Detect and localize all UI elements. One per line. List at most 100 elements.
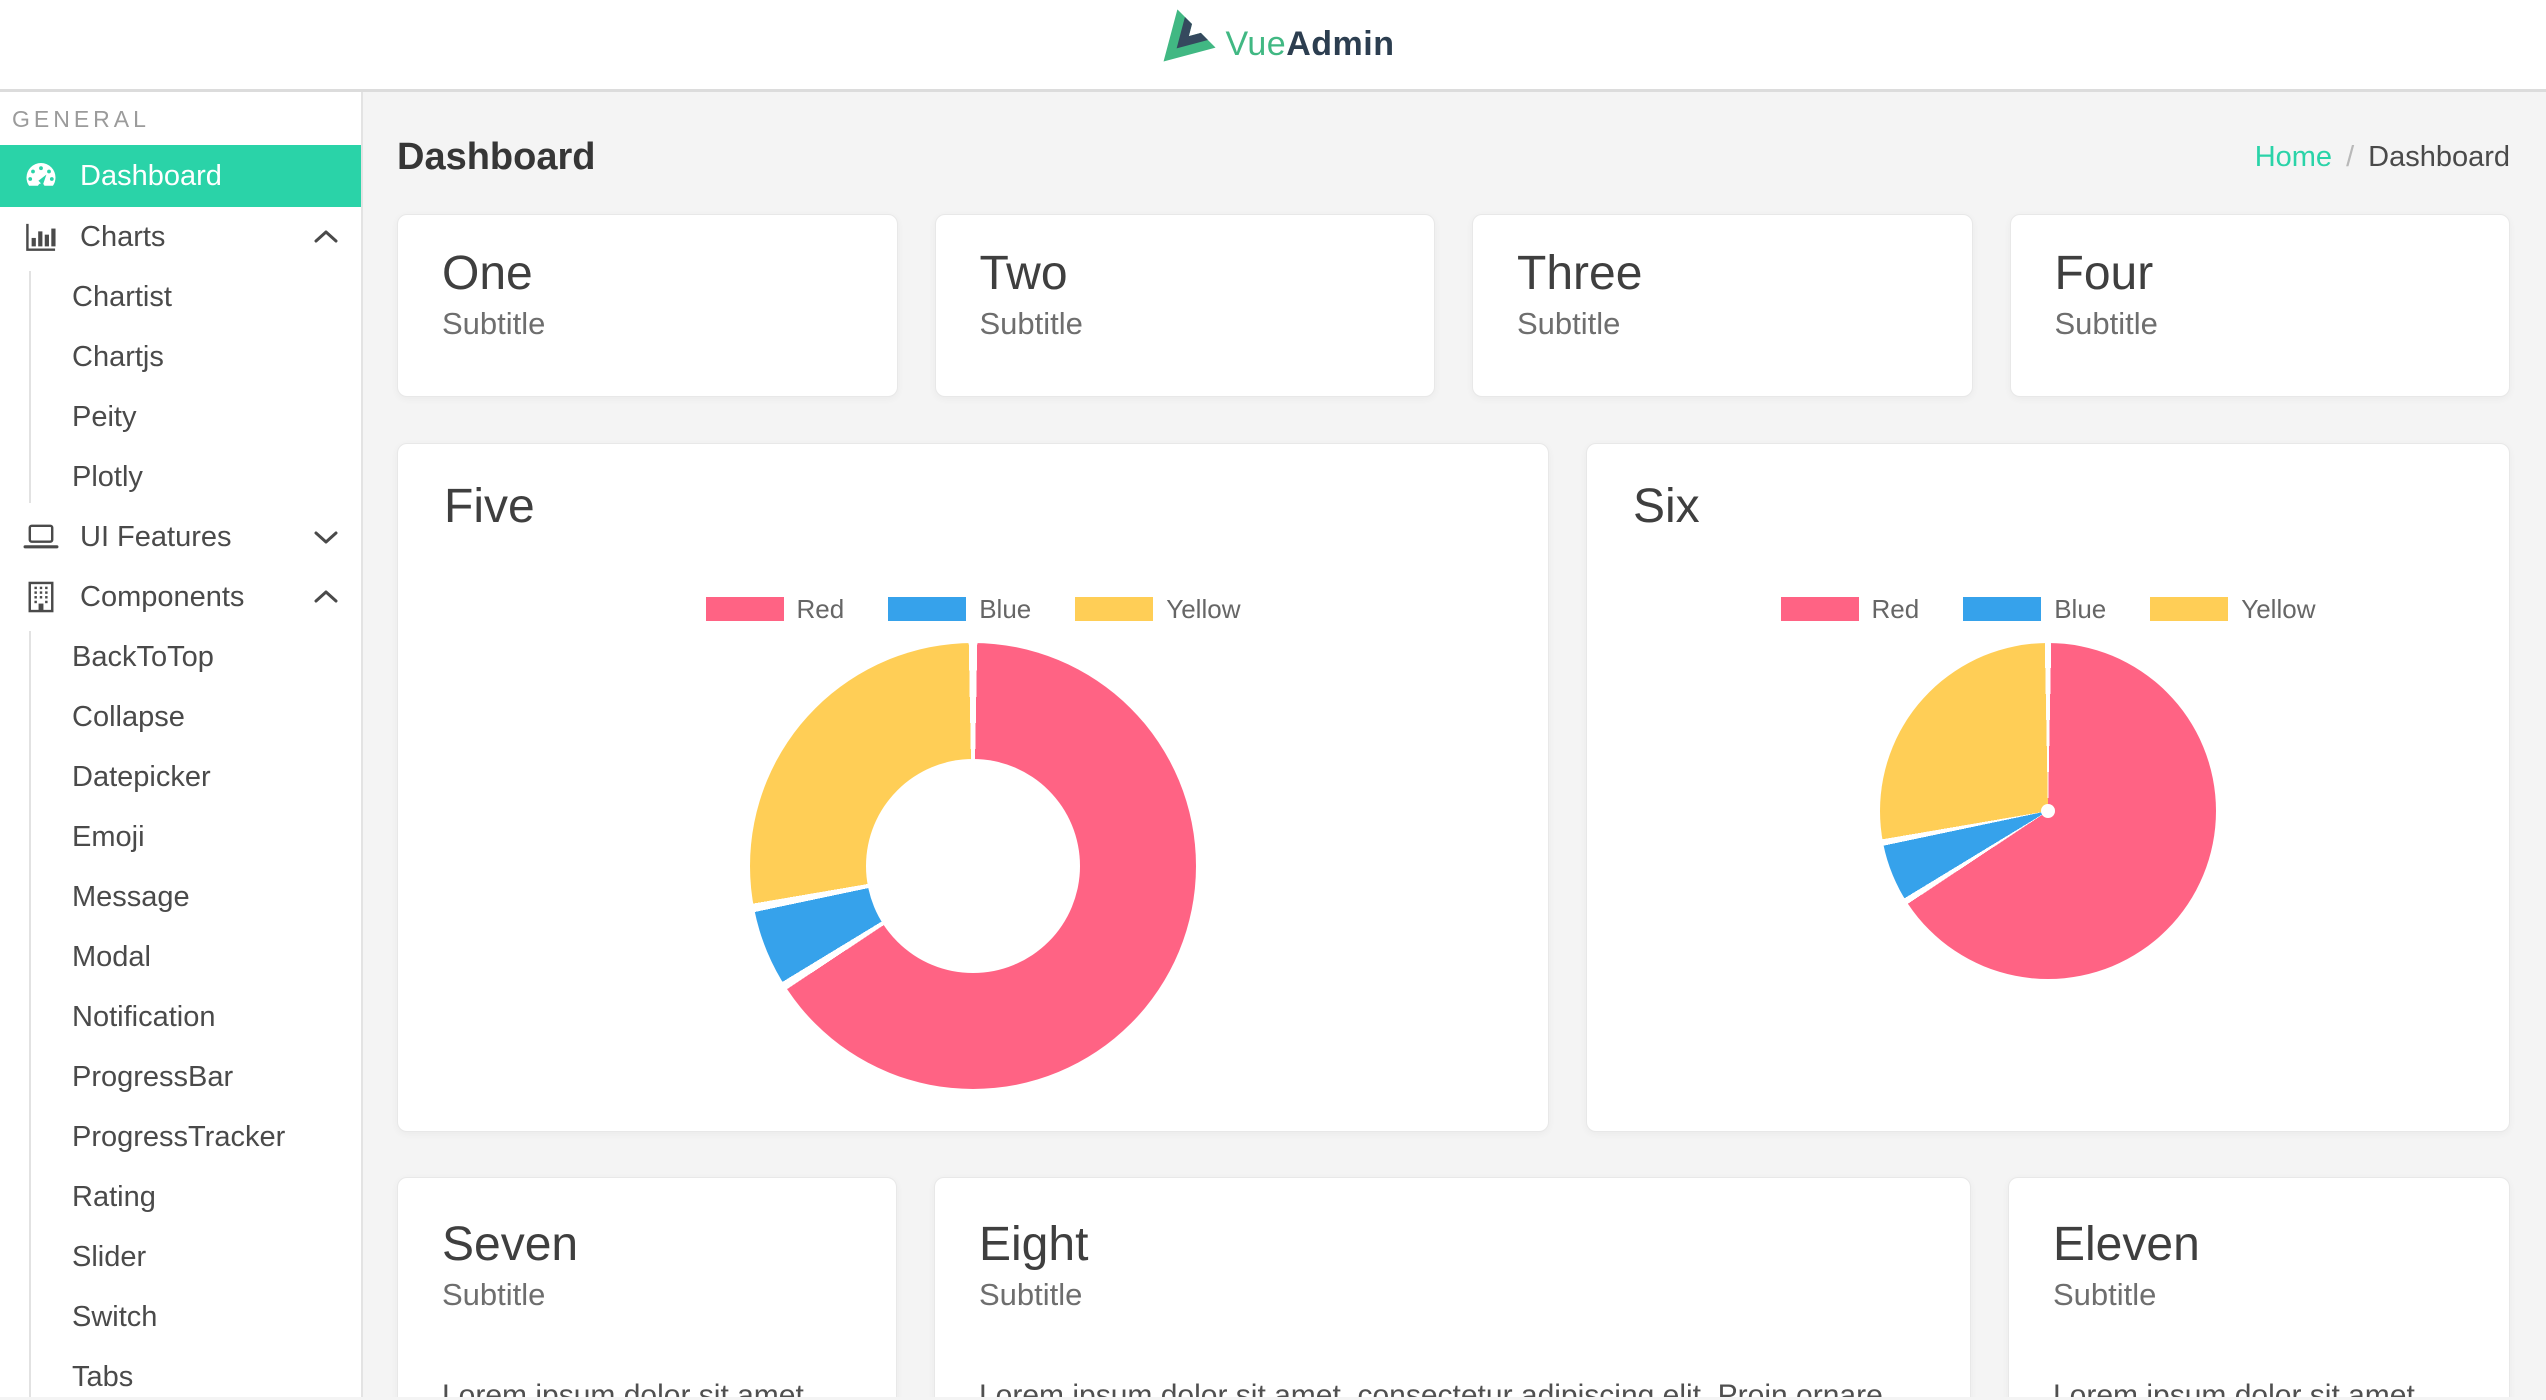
stat-card-title: Four bbox=[2054, 247, 2154, 300]
building-icon bbox=[20, 579, 62, 615]
text-card-title: Eight bbox=[979, 1218, 1089, 1271]
sidebar-item-label: Components bbox=[80, 580, 245, 613]
legend-item-blue[interactable]: Blue bbox=[1963, 594, 2106, 625]
text-card-body: Lorem ipsum dolor sit amet, consectetur … bbox=[442, 1378, 813, 1397]
sidebar-subitem-peity[interactable]: Peity bbox=[72, 400, 137, 433]
breadcrumb-current: Dashboard bbox=[2368, 140, 2510, 173]
page-header: Dashboard Home / Dashboard bbox=[397, 132, 2510, 182]
sidebar-subitem-modal[interactable]: Modal bbox=[72, 940, 151, 973]
text-card-eight: Eight Subtitle Lorem ipsum dolor sit ame… bbox=[934, 1177, 1971, 1397]
chart-legend: Red Blue Yellow bbox=[444, 594, 1502, 625]
bar-chart-icon bbox=[20, 219, 62, 255]
legend-swatch-yellow bbox=[1075, 597, 1154, 622]
sidebar-subitem-emoji[interactable]: Emoji bbox=[72, 820, 145, 853]
doughnut-chart[interactable] bbox=[750, 642, 1196, 1089]
gauge-icon bbox=[20, 158, 62, 194]
chevron-up-icon bbox=[314, 230, 338, 243]
sidebar-item-dashboard[interactable]: Dashboard bbox=[0, 145, 361, 207]
legend-swatch-red bbox=[1780, 597, 1859, 622]
sidebar-subitem-collapse[interactable]: Collapse bbox=[72, 700, 185, 733]
stat-card-title: Two bbox=[979, 247, 1068, 300]
chart-card-row: Five Red Blue Yellow bbox=[397, 443, 2510, 1132]
sidebar-item-charts[interactable]: Charts bbox=[0, 207, 361, 267]
content-scroll-area[interactable]: Dashboard Home / Dashboard One Subtitle … bbox=[363, 92, 2546, 1397]
stat-card-subtitle: Subtitle bbox=[442, 305, 546, 341]
sidebar-subitem-backtotop[interactable]: BackToTop bbox=[72, 640, 214, 673]
breadcrumb-separator: / bbox=[2346, 140, 2355, 173]
stat-card-subtitle: Subtitle bbox=[979, 305, 1083, 341]
legend-item-blue[interactable]: Blue bbox=[888, 594, 1031, 625]
header-logo[interactable]: VueAdmin bbox=[1151, 8, 1394, 72]
page-title: Dashboard bbox=[397, 135, 596, 178]
sidebar-section-label: GENERAL bbox=[12, 106, 150, 132]
sidebar-item-components[interactable]: Components bbox=[0, 567, 361, 627]
chart-legend: Red Blue Yellow bbox=[1633, 594, 2463, 625]
legend-swatch-blue bbox=[888, 597, 967, 622]
legend-label: Yellow bbox=[2241, 593, 2316, 624]
stat-card-subtitle: Subtitle bbox=[2054, 305, 2158, 341]
chart-card-title: Six bbox=[1633, 480, 1700, 533]
breadcrumb-home-link[interactable]: Home bbox=[2254, 140, 2333, 173]
stat-card-title: Three bbox=[1517, 247, 1643, 300]
text-card-body: Lorem ipsum dolor sit amet, consectetur … bbox=[2053, 1378, 2424, 1397]
legend-swatch-blue bbox=[1963, 597, 2042, 622]
legend-item-yellow[interactable]: Yellow bbox=[2150, 594, 2315, 625]
top-header: VueAdmin bbox=[0, 0, 2546, 92]
sidebar-subitem-chartjs[interactable]: Chartjs bbox=[72, 340, 164, 373]
legend-item-red[interactable]: Red bbox=[705, 594, 844, 625]
legend-item-yellow[interactable]: Yellow bbox=[1075, 594, 1240, 625]
sidebar-subitem-notification[interactable]: Notification bbox=[72, 1000, 216, 1033]
chevron-up-icon bbox=[314, 590, 338, 603]
text-card-subtitle: Subtitle bbox=[442, 1276, 546, 1312]
chart-card-five: Five Red Blue Yellow bbox=[397, 443, 1549, 1132]
sidebar-subitem-chartist[interactable]: Chartist bbox=[72, 280, 172, 313]
sidebar-subitem-plotly[interactable]: Plotly bbox=[72, 460, 143, 493]
sidebar-subitem-datepicker[interactable]: Datepicker bbox=[72, 760, 211, 793]
legend-label: Blue bbox=[2054, 593, 2107, 624]
stat-card-three: Three Subtitle bbox=[1472, 214, 1973, 397]
vue-logo-icon bbox=[1151, 8, 1217, 72]
sidebar-subitem-progressbar[interactable]: ProgressBar bbox=[72, 1060, 234, 1093]
stat-card-title: One bbox=[442, 247, 533, 300]
sidebar-subitem-slider[interactable]: Slider bbox=[72, 1240, 147, 1273]
chevron-down-icon bbox=[314, 531, 338, 544]
text-card-subtitle: Subtitle bbox=[2053, 1276, 2157, 1312]
chart-card-title: Five bbox=[444, 480, 535, 533]
text-card-body: Lorem ipsum dolor sit amet, consectetur … bbox=[979, 1378, 1883, 1397]
stat-card-four: Four Subtitle bbox=[2009, 214, 2510, 397]
text-card-eleven: Eleven Subtitle Lorem ipsum dolor sit am… bbox=[2008, 1177, 2510, 1397]
sidebar-item-label: Charts bbox=[80, 220, 166, 253]
logo-text: VueAdmin bbox=[1225, 25, 1394, 64]
legend-item-red[interactable]: Red bbox=[1780, 593, 1920, 625]
laptop-icon bbox=[20, 519, 62, 555]
sidebar-menu: Dashboard Charts bbox=[0, 145, 361, 1397]
logo-text-admin: Admin bbox=[1286, 25, 1395, 63]
logo-text-vue: Vue bbox=[1225, 25, 1287, 63]
legend-swatch-red bbox=[705, 597, 784, 622]
legend-label: Blue bbox=[979, 593, 1032, 624]
sidebar-submenu-charts: Chartist Chartjs Peity Plotly bbox=[0, 267, 361, 507]
sidebar-subitem-message[interactable]: Message bbox=[72, 880, 190, 913]
sidebar-subitem-rating[interactable]: Rating bbox=[72, 1180, 156, 1213]
sidebar-item-label: UI Features bbox=[80, 520, 232, 553]
sidebar-submenu-charts-wrap: Chartist Chartjs Peity Plotly bbox=[0, 267, 361, 507]
chart-card-six: Six Red Blue Yellow bbox=[1586, 443, 2510, 1132]
stat-card-subtitle: Subtitle bbox=[1517, 305, 1621, 341]
sidebar-item-label: Dashboard bbox=[80, 159, 222, 192]
text-card-subtitle: Subtitle bbox=[979, 1276, 1083, 1312]
legend-label: Yellow bbox=[1166, 593, 1241, 624]
stat-card-one: One Subtitle bbox=[397, 214, 898, 397]
legend-label: Red bbox=[1871, 593, 1920, 624]
text-card-seven: Seven Subtitle Lorem ipsum dolor sit ame… bbox=[397, 1177, 897, 1397]
sidebar-submenu-components-wrap: BackToTop Collapse Datepicker Emoji Mess… bbox=[0, 627, 361, 1397]
sidebar-item-ui-features[interactable]: UI Features bbox=[0, 507, 361, 567]
breadcrumb: Home / Dashboard bbox=[2255, 141, 2510, 174]
sidebar-subitem-tabs[interactable]: Tabs bbox=[72, 1360, 134, 1393]
legend-swatch-yellow bbox=[2150, 597, 2229, 622]
text-card-title: Eleven bbox=[2053, 1218, 2200, 1271]
sidebar-subitem-switch[interactable]: Switch bbox=[72, 1300, 158, 1333]
stat-card-two: Two Subtitle bbox=[934, 214, 1435, 397]
pie-chart[interactable] bbox=[1880, 642, 2216, 979]
sidebar-subitem-progresstracker[interactable]: ProgressTracker bbox=[72, 1120, 286, 1153]
text-card-title: Seven bbox=[442, 1218, 579, 1271]
